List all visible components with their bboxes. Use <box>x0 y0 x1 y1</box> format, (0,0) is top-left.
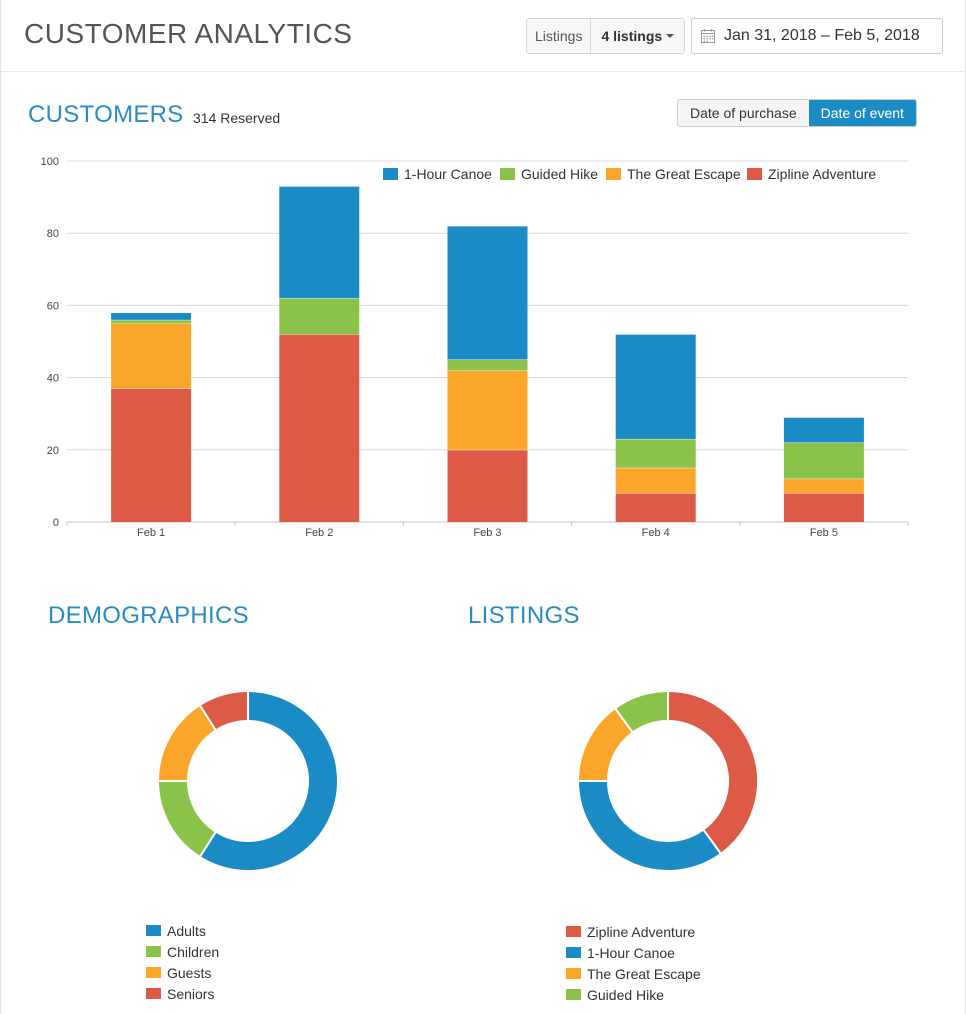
demographics-donut-chart <box>156 689 339 872</box>
date-of-event-button[interactable]: Date of event <box>808 100 916 126</box>
legend-swatch <box>146 988 161 999</box>
x-tick-label: Feb 3 <box>473 527 501 539</box>
legend-label: Zipline Adventure <box>768 166 876 182</box>
bar-guided-hike-feb-2[interactable] <box>279 298 360 335</box>
y-tick-label: 80 <box>47 228 59 240</box>
listings-title: LISTINGS <box>468 602 580 629</box>
demographics-legend: Adults Children Guests Seniors <box>146 920 219 1004</box>
listings-dropdown-value: 4 listings <box>601 28 663 44</box>
customers-title: CUSTOMERS <box>28 101 184 128</box>
legend-label: The Great Escape <box>627 166 741 182</box>
bar-the-great-escape-feb-4[interactable] <box>615 467 696 494</box>
legend-label: Guests <box>167 964 212 981</box>
legend-item-the-great-escape[interactable]: The Great Escape <box>566 963 701 984</box>
legend-swatch <box>566 947 581 958</box>
caret-down-icon <box>666 34 675 38</box>
bar-zipline-adventure-feb-1[interactable] <box>111 388 192 522</box>
demographics-title: DEMOGRAPHICS <box>48 602 249 629</box>
legend-item-adults[interactable]: Adults <box>146 920 219 941</box>
listings-filter: Listings 4 listings <box>526 18 686 54</box>
date-of-purchase-button[interactable]: Date of purchase <box>678 100 809 126</box>
bar-1-hour-canoe-feb-3[interactable] <box>447 225 528 360</box>
legend-item-zipline-adventure[interactable]: Zipline Adventure <box>566 921 701 942</box>
bar-guided-hike-feb-1[interactable] <box>111 319 192 324</box>
header: CUSTOMER ANALYTICS Listings 4 listings J… <box>0 0 966 72</box>
legend-swatch <box>566 989 581 1000</box>
legend-swatch <box>146 925 161 936</box>
legend-label: Zipline Adventure <box>587 923 696 940</box>
donut-slice-guided-hike[interactable] <box>613 689 669 734</box>
x-tick-label: Feb 4 <box>642 527 670 539</box>
date-range-text: Jan 31, 2018 – Feb 5, 2018 <box>724 27 920 44</box>
donut-slice-children[interactable] <box>156 780 218 859</box>
legend-label: Children <box>167 943 220 960</box>
donut-slice-adults[interactable] <box>198 689 339 872</box>
bar-1-hour-canoe-feb-2[interactable] <box>279 186 360 299</box>
legend-swatch <box>747 168 762 180</box>
listings-legend: Zipline Adventure 1-Hour Canoe The Great E… <box>566 921 701 1005</box>
donut-slice-seniors[interactable] <box>198 689 249 732</box>
bar-guided-hike-feb-3[interactable] <box>447 359 528 371</box>
listings-donut-chart <box>576 689 759 872</box>
reserved-count: 314 Reserved <box>193 110 281 126</box>
bar-the-great-escape-feb-3[interactable] <box>447 370 528 450</box>
bar-the-great-escape-feb-1[interactable] <box>111 323 192 389</box>
legend-item-the-great-escape[interactable]: The Great Escape <box>606 166 741 182</box>
x-tick-label: Feb 2 <box>305 527 333 539</box>
listings-dropdown[interactable]: 4 listings <box>591 19 685 53</box>
donut-slice-zipline-adventure[interactable] <box>667 689 759 856</box>
x-tick-label: Feb 5 <box>810 527 838 539</box>
bar-guided-hike-feb-5[interactable] <box>783 442 864 479</box>
bar-1-hour-canoe-feb-5[interactable] <box>783 417 864 443</box>
y-tick-label: 0 <box>53 517 59 529</box>
y-tick-label: 40 <box>47 373 59 385</box>
calendar-icon <box>701 29 715 43</box>
legend-swatch <box>566 968 581 979</box>
legend-swatch <box>566 926 581 937</box>
legend-item-children[interactable]: Children <box>146 941 219 962</box>
legend-label: 1-Hour Canoe <box>587 944 675 961</box>
y-tick-label: 20 <box>47 445 59 457</box>
legend-label: Adults <box>167 922 206 939</box>
legend-swatch <box>146 946 161 957</box>
listings-label: Listings <box>527 19 592 53</box>
legend-label: Guided Hike <box>587 986 665 1003</box>
legend-item-1-hour-canoe[interactable]: 1-Hour Canoe <box>383 166 492 182</box>
donut-slice-1-hour-canoe[interactable] <box>576 780 723 872</box>
bar-1-hour-canoe-feb-1[interactable] <box>111 312 192 320</box>
bar-zipline-adventure-feb-2[interactable] <box>279 334 360 522</box>
legend-swatch <box>383 168 398 180</box>
bar-zipline-adventure-feb-4[interactable] <box>615 493 696 522</box>
legend-label: Seniors <box>167 985 215 1002</box>
bar-guided-hike-feb-4[interactable] <box>615 438 696 468</box>
legend-swatch <box>500 168 515 180</box>
bar-zipline-adventure-feb-3[interactable] <box>447 449 528 522</box>
bar-zipline-adventure-feb-5[interactable] <box>783 493 864 522</box>
y-tick-label: 60 <box>47 300 59 312</box>
legend-item-zipline-adventure[interactable]: Zipline Adventure <box>747 166 876 182</box>
legend-item-guided-hike[interactable]: Guided Hike <box>566 984 701 1005</box>
legend-swatch <box>146 967 161 978</box>
date-mode-toggle: Date of purchase Date of event <box>677 99 917 127</box>
y-tick-label: 100 <box>41 156 59 168</box>
legend-label: 1-Hour Canoe <box>404 166 492 182</box>
legend-item-guided-hike[interactable]: Guided Hike <box>500 166 598 182</box>
legend-label: Guided Hike <box>521 166 598 182</box>
legend-swatch <box>606 168 621 180</box>
legend-item-guests[interactable]: Guests <box>146 962 219 983</box>
date-range-picker[interactable]: Jan 31, 2018 – Feb 5, 2018 <box>691 18 943 54</box>
bar-the-great-escape-feb-5[interactable] <box>783 478 864 494</box>
legend-item-seniors[interactable]: Seniors <box>146 983 219 1004</box>
customers-bar-chart: 0 20 40 60 80 100 Feb 1 Feb 2 Feb 3 Feb 4 Feb 5 1-H… <box>41 156 909 539</box>
bar-1-hour-canoe-feb-4[interactable] <box>615 334 696 439</box>
page-title: CUSTOMER ANALYTICS <box>24 18 353 49</box>
legend-label: The Great Escape <box>587 965 701 982</box>
legend-item-1-hour-canoe[interactable]: 1-Hour Canoe <box>566 942 701 963</box>
x-tick-label: Feb 1 <box>137 527 165 539</box>
